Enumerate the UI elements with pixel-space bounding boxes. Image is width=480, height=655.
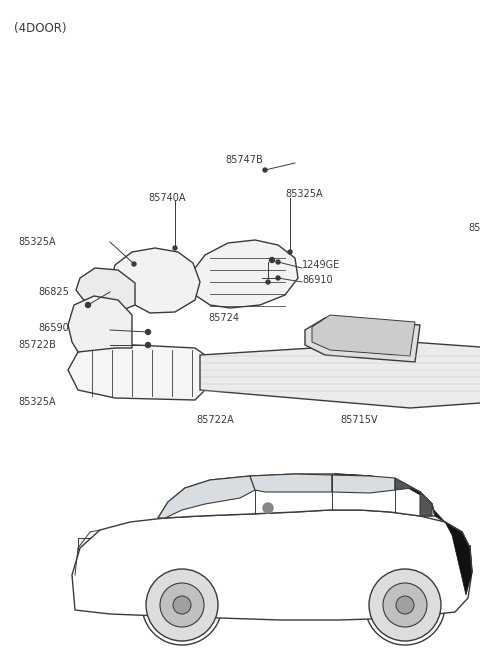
- Polygon shape: [72, 510, 472, 620]
- Polygon shape: [335, 474, 472, 595]
- Circle shape: [132, 262, 136, 266]
- Text: (4DOOR): (4DOOR): [14, 22, 67, 35]
- Circle shape: [266, 280, 270, 284]
- Text: 85747B: 85747B: [225, 155, 263, 165]
- Circle shape: [145, 343, 151, 348]
- Text: 85325A: 85325A: [18, 397, 56, 407]
- Text: 85710: 85710: [468, 223, 480, 233]
- Circle shape: [269, 257, 275, 263]
- Polygon shape: [332, 475, 395, 493]
- Text: 1249GE: 1249GE: [302, 260, 340, 270]
- Polygon shape: [395, 478, 432, 516]
- Polygon shape: [312, 315, 415, 356]
- Text: 86590: 86590: [38, 323, 69, 333]
- Circle shape: [85, 303, 91, 307]
- Text: 85724: 85724: [208, 313, 239, 323]
- Polygon shape: [68, 296, 132, 352]
- Polygon shape: [68, 344, 205, 400]
- Text: 86910: 86910: [302, 275, 333, 285]
- Bar: [455, 545, 470, 567]
- Circle shape: [145, 329, 151, 335]
- Text: 86825: 86825: [38, 287, 69, 297]
- Text: 85722B: 85722B: [18, 340, 56, 350]
- Circle shape: [263, 168, 267, 172]
- Polygon shape: [200, 342, 480, 408]
- Circle shape: [276, 276, 280, 280]
- Circle shape: [276, 260, 280, 264]
- Circle shape: [160, 583, 204, 627]
- Circle shape: [86, 303, 90, 307]
- Bar: [78, 538, 100, 550]
- Polygon shape: [158, 474, 435, 518]
- Text: 85715V: 85715V: [340, 415, 378, 425]
- Circle shape: [173, 246, 177, 250]
- Circle shape: [146, 569, 218, 641]
- Polygon shape: [158, 476, 255, 518]
- Circle shape: [383, 583, 427, 627]
- Circle shape: [173, 596, 191, 614]
- Text: 85325A: 85325A: [18, 237, 56, 247]
- Polygon shape: [110, 248, 200, 313]
- Polygon shape: [190, 240, 298, 308]
- Polygon shape: [305, 318, 420, 362]
- Text: 85722A: 85722A: [196, 415, 234, 425]
- Circle shape: [288, 250, 292, 254]
- Text: 85325A: 85325A: [285, 189, 323, 199]
- Circle shape: [263, 503, 273, 513]
- Polygon shape: [250, 474, 332, 492]
- Circle shape: [396, 596, 414, 614]
- Text: 85740A: 85740A: [148, 193, 185, 203]
- Polygon shape: [76, 268, 135, 312]
- Circle shape: [369, 569, 441, 641]
